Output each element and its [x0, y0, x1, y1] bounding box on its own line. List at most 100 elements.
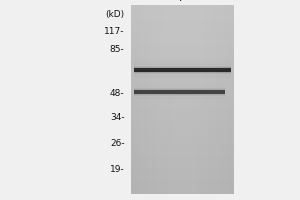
Bar — [134, 97, 225, 98]
Bar — [130, 159, 234, 161]
Bar — [130, 123, 234, 125]
Bar — [130, 121, 234, 123]
Bar — [130, 10, 234, 12]
Bar — [130, 144, 234, 147]
Bar — [134, 68, 231, 72]
Bar — [154, 5, 156, 194]
Bar — [130, 88, 234, 90]
Bar — [130, 19, 234, 22]
Bar — [177, 5, 180, 194]
Bar — [134, 62, 231, 64]
Bar — [130, 140, 234, 142]
Bar — [130, 95, 234, 97]
Bar — [130, 59, 234, 62]
Bar — [130, 163, 234, 166]
Bar — [156, 5, 159, 194]
Bar — [134, 64, 231, 65]
Text: 117-: 117- — [104, 27, 124, 36]
Bar — [130, 5, 133, 194]
Bar — [130, 102, 234, 104]
Bar — [190, 5, 193, 194]
Bar — [130, 149, 234, 151]
Bar — [130, 156, 234, 159]
Bar — [164, 5, 167, 194]
Bar — [130, 168, 234, 170]
Bar — [182, 5, 185, 194]
Bar — [130, 22, 234, 24]
Bar — [130, 170, 234, 173]
Bar — [134, 67, 231, 68]
Bar — [130, 24, 234, 26]
Bar — [130, 66, 234, 69]
Bar — [188, 5, 190, 194]
Bar — [175, 5, 177, 194]
Bar — [130, 137, 234, 140]
Bar — [224, 5, 226, 194]
Bar — [169, 5, 172, 194]
Bar — [130, 192, 234, 194]
Bar — [130, 175, 234, 177]
Bar — [211, 5, 213, 194]
Bar — [130, 125, 234, 128]
Text: HepG2: HepG2 — [164, 0, 200, 1]
Bar — [130, 29, 234, 31]
Bar — [134, 59, 231, 60]
Bar — [134, 87, 225, 88]
Bar — [229, 5, 231, 194]
Bar — [134, 84, 225, 85]
Bar — [172, 5, 175, 194]
Bar — [213, 5, 216, 194]
Bar — [130, 71, 234, 74]
Bar — [130, 182, 234, 185]
Bar — [134, 98, 225, 99]
Bar — [130, 64, 234, 66]
Bar — [130, 40, 234, 43]
Bar — [130, 52, 234, 55]
Bar — [130, 133, 234, 135]
Bar — [130, 111, 234, 114]
Bar — [130, 135, 234, 137]
Bar — [151, 5, 154, 194]
Bar — [130, 57, 234, 59]
Bar — [130, 62, 234, 64]
Bar — [130, 151, 234, 154]
Bar — [134, 73, 231, 74]
Text: 34-: 34- — [110, 112, 124, 121]
Bar — [216, 5, 218, 194]
Bar — [130, 83, 234, 85]
Bar — [133, 5, 136, 194]
Bar — [159, 5, 162, 194]
Bar — [130, 5, 234, 7]
Bar — [226, 5, 229, 194]
Bar — [231, 5, 234, 194]
Bar — [185, 5, 188, 194]
Bar — [130, 189, 234, 192]
Bar — [130, 109, 234, 111]
Bar — [221, 5, 224, 194]
Bar — [130, 97, 234, 100]
Bar — [130, 26, 234, 29]
Bar — [198, 5, 200, 194]
Bar — [130, 74, 234, 76]
Bar — [141, 5, 143, 194]
Bar — [130, 31, 234, 33]
Text: 48-: 48- — [110, 88, 124, 98]
Bar — [134, 99, 225, 100]
Bar — [130, 130, 234, 133]
Text: 19-: 19- — [110, 164, 124, 173]
Bar — [130, 55, 234, 57]
Bar — [130, 180, 234, 182]
Bar — [130, 107, 234, 109]
Bar — [130, 78, 234, 81]
Bar — [130, 116, 234, 118]
Bar — [138, 5, 141, 194]
Bar — [208, 5, 211, 194]
Bar — [134, 88, 225, 89]
Text: 85-: 85- — [110, 45, 124, 53]
Bar — [130, 12, 234, 14]
Bar — [134, 90, 225, 94]
Bar — [136, 5, 138, 194]
Bar — [134, 72, 231, 73]
Bar — [130, 7, 234, 10]
Bar — [203, 5, 206, 194]
